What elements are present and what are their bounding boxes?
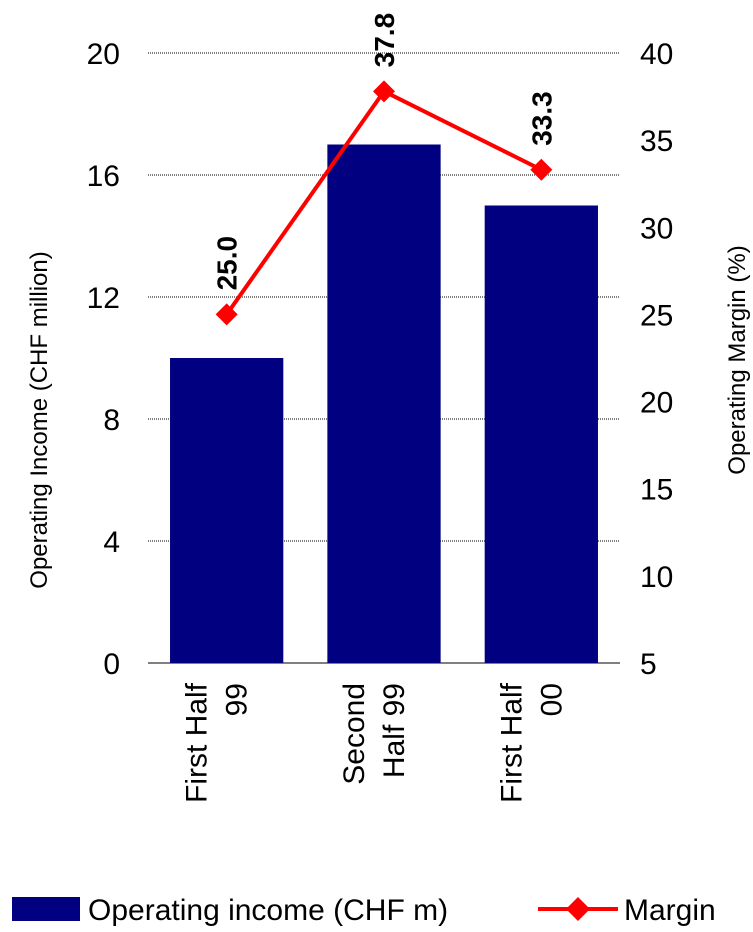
bar <box>327 144 441 663</box>
left-tick-label: 20 <box>87 38 120 71</box>
right-tick-label: 15 <box>640 474 673 507</box>
line-series: 25.0 37.8 33.3 <box>212 13 557 326</box>
legend-marker-diamond <box>566 897 590 921</box>
left-axis-title: Operating Income (CHF million) <box>26 251 53 588</box>
category-label: Second <box>338 683 371 785</box>
margin-marker <box>215 303 238 326</box>
right-tick-label: 30 <box>640 212 673 245</box>
right-tick-label: 20 <box>640 387 673 420</box>
margin-marker <box>373 80 395 103</box>
category-label: 00 <box>535 683 568 716</box>
legend-swatch-bar <box>12 897 80 921</box>
left-tick-label: 8 <box>103 404 120 437</box>
right-axis: 5 10 15 20 25 30 35 40 <box>640 38 673 681</box>
right-tick-label: 10 <box>640 561 673 594</box>
bar-series <box>170 144 598 663</box>
legend-label-operating-income: Operating income (CHF m) <box>88 894 448 927</box>
left-tick-label: 16 <box>87 160 120 193</box>
left-tick-label: 0 <box>103 648 120 681</box>
data-label: 33.3 <box>526 91 557 146</box>
data-label: 25.0 <box>212 236 243 291</box>
right-tick-label: 35 <box>640 125 673 158</box>
right-axis-title: Operating Margin (%) <box>724 245 751 474</box>
margin-marker <box>530 158 553 181</box>
category-label: Half 99 <box>378 683 411 778</box>
category-label: First Half <box>495 682 528 803</box>
legend: Operating income (CHF m) Margin <box>12 894 716 927</box>
right-tick-label: 5 <box>640 648 657 681</box>
left-tick-label: 12 <box>87 282 120 315</box>
category-axis: First Half 99 Second Half 99 First Half 00 <box>181 682 569 803</box>
category-label: 99 <box>221 683 254 716</box>
right-tick-label: 25 <box>640 299 673 332</box>
legend-label-margin: Margin <box>624 894 716 927</box>
bar <box>484 205 598 663</box>
data-label: 37.8 <box>369 13 400 68</box>
right-tick-label: 40 <box>640 38 673 71</box>
bar <box>170 358 284 663</box>
category-label: First Half <box>181 682 214 803</box>
left-tick-label: 4 <box>103 526 120 559</box>
left-axis: 0 4 8 12 16 20 <box>87 38 120 681</box>
